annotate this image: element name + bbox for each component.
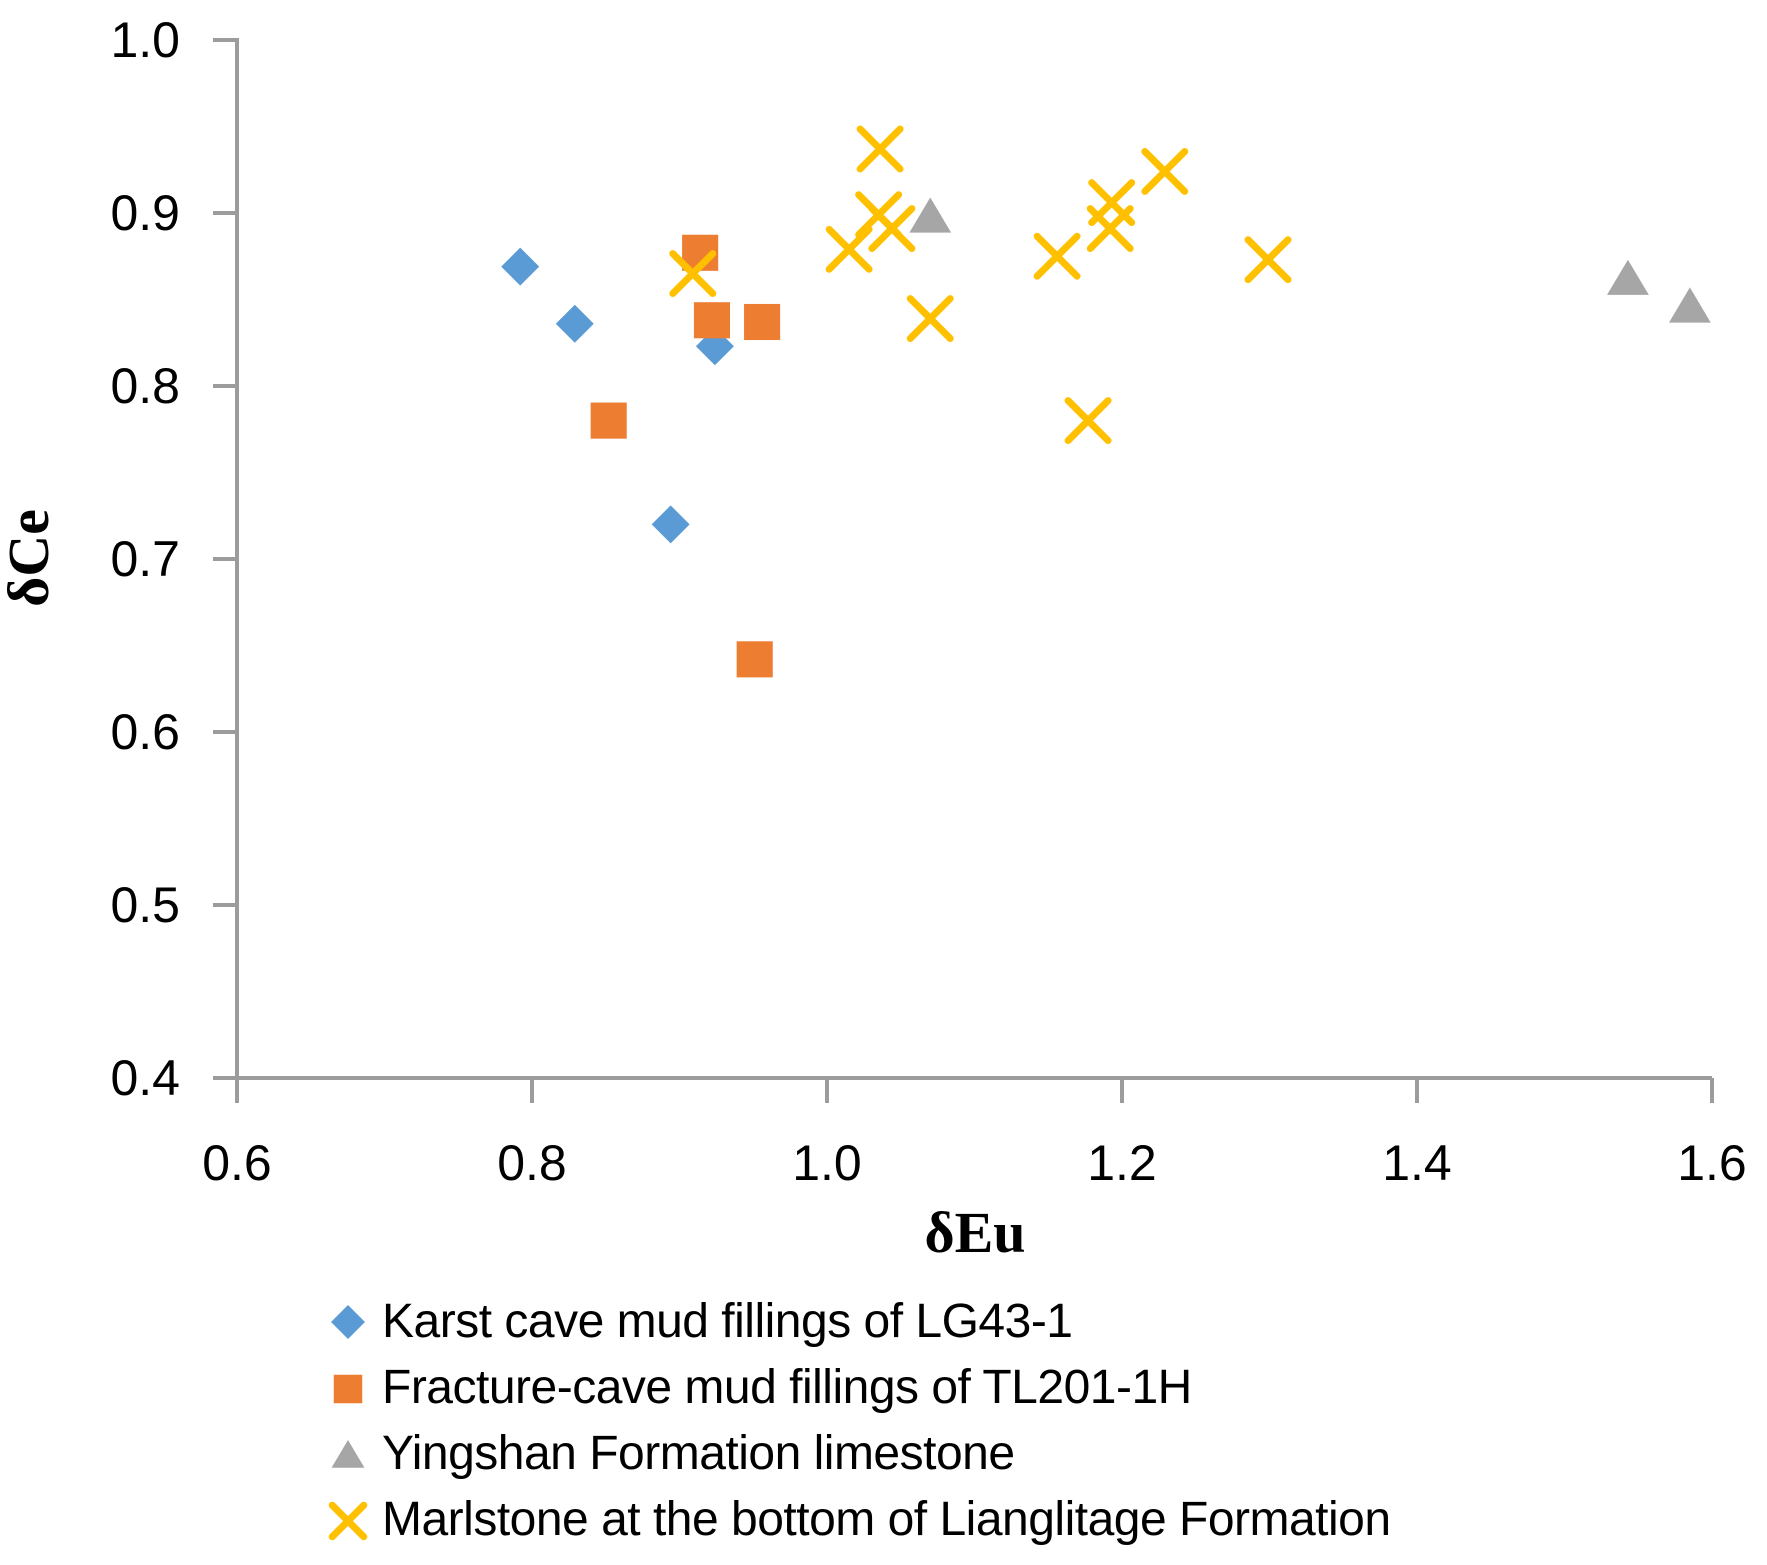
chart-legend: Karst cave mud fillings of LG43-1 Fractur…	[326, 1289, 1391, 1553]
data-point-marker	[590, 402, 627, 439]
x-tick-label: 0.8	[497, 1135, 567, 1191]
data-point-marker	[1141, 148, 1189, 195]
axes	[213, 38, 1714, 1103]
data-point-marker	[825, 225, 873, 273]
legend-label: Yingshan Formation limestone	[382, 1427, 1015, 1480]
data-point-marker	[856, 125, 904, 173]
y-tick-label: 0.8	[110, 358, 180, 414]
data-point-marker	[868, 205, 916, 253]
x-tick-label: 1.4	[1382, 1135, 1452, 1191]
data-point-marker	[909, 197, 952, 233]
data-point-marker	[1668, 287, 1711, 323]
y-tick-label: 0.5	[110, 877, 180, 933]
data-point-marker	[906, 295, 954, 342]
legend-marker-glyph	[331, 1305, 365, 1339]
legend-marker-glyph	[328, 1501, 368, 1541]
legend-item: Marlstone at the bottom of Lianglitage F…	[326, 1487, 1391, 1553]
legend-label: Karst cave mud fillings of LG43-1	[382, 1295, 1073, 1348]
data-point-marker	[1064, 397, 1112, 445]
series-diamond	[501, 247, 734, 544]
plot-area: 1.00.90.80.70.60.50.40.6 0.8 1.0 1.2 1.4 1.6 …	[0, 12, 1747, 1265]
legend-marker-diamond-icon	[331, 1305, 365, 1339]
legend-item: Fracture-cave mud fillings of TL201-1H	[326, 1355, 1391, 1421]
data-point-marker	[736, 641, 773, 678]
x-tick-label: 1.2	[1087, 1135, 1157, 1191]
series-x	[669, 125, 1292, 445]
legend-marker-glyph	[331, 1440, 365, 1468]
legend-label: Marlstone at the bottom of Lianglitage F…	[382, 1493, 1391, 1546]
legend-item: Karst cave mud fillings of LG43-1	[326, 1289, 1391, 1355]
data-point-marker	[501, 247, 540, 286]
data-point-marker	[693, 302, 730, 339]
data-point-marker	[669, 250, 717, 297]
data-point-marker	[744, 303, 781, 341]
x-axis-title: δEu	[924, 1200, 1025, 1265]
tick-labels: 1.0 0.9 0.8 0.7 0.6 0.5 0.4 0.6 0.8 1.0 1.2 1.4 1.6	[110, 12, 1746, 1191]
data-point-marker	[651, 505, 690, 544]
legend-label: Fracture-cave mud fillings of TL201-1H	[382, 1361, 1192, 1414]
x-tick-label: 1.0	[792, 1135, 862, 1191]
y-tick-label: 0.9	[110, 185, 180, 241]
y-tick-label: 1.0	[110, 12, 180, 68]
legend-marker-square-icon	[333, 1374, 363, 1404]
data-point-marker	[1086, 205, 1134, 253]
data-point-marker	[1244, 236, 1292, 284]
y-axis-title: δCe	[0, 509, 61, 607]
y-tick-label: 0.7	[110, 531, 180, 587]
y-tick-label: 0.4	[110, 1050, 180, 1106]
x-tick-label: 0.6	[202, 1135, 272, 1191]
data-markers	[501, 125, 1711, 678]
x-tick-label: 1.6	[1677, 1135, 1747, 1191]
legend-item: Yingshan Formation limestone	[326, 1421, 1391, 1487]
data-point-marker	[1607, 259, 1649, 295]
legend-marker-x-icon	[328, 1501, 368, 1541]
y-tick-label: 0.6	[110, 704, 180, 760]
data-point-marker	[555, 304, 594, 343]
series-square	[590, 234, 781, 678]
legend-marker-triangle-icon	[331, 1440, 365, 1468]
legend-marker-glyph	[333, 1374, 363, 1404]
data-point-marker	[1033, 232, 1081, 280]
series-triangle	[909, 197, 1711, 323]
